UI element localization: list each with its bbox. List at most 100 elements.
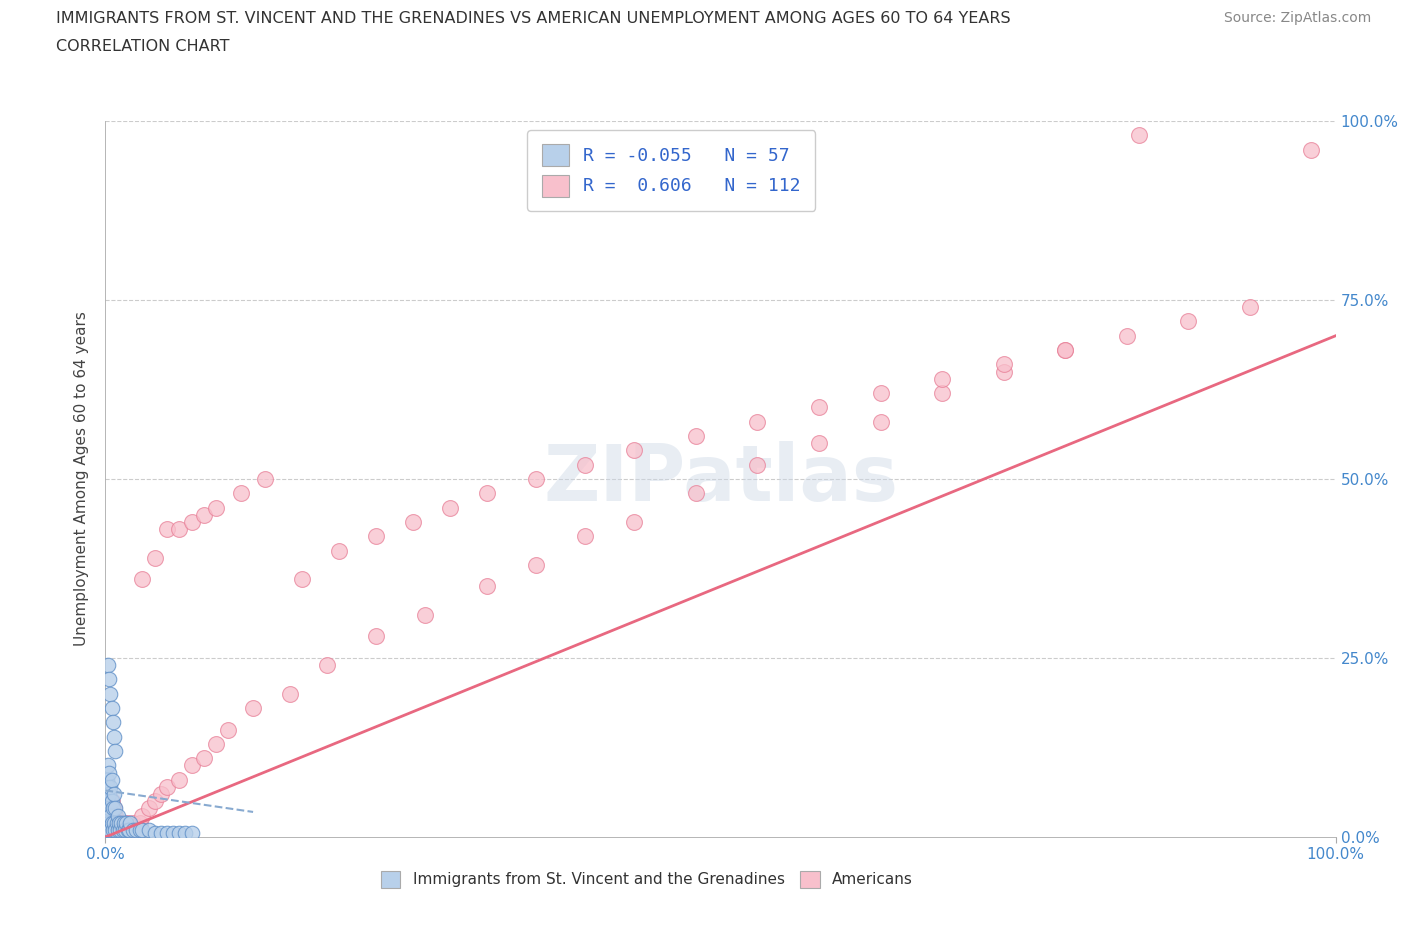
Point (96, 808, 118, 823)
Point (101, 801, 124, 816)
Point (1239, 299, 1261, 314)
Point (107, 808, 129, 823)
Point (97, 758, 120, 773)
Point (107, 822, 129, 837)
Point (103, 801, 125, 816)
Point (114, 822, 136, 837)
Point (229, 485, 252, 500)
Point (439, 500, 461, 515)
Point (101, 715, 124, 730)
Text: Source: ZipAtlas.com: Source: ZipAtlas.com (1223, 11, 1371, 25)
Point (114, 822, 136, 837)
Point (931, 386, 953, 401)
Point (104, 808, 127, 823)
Point (97, 794, 120, 809)
Point (98, 816, 121, 830)
Point (107, 822, 129, 837)
Point (104, 744, 127, 759)
Point (107, 816, 129, 830)
Point (110, 822, 132, 837)
Point (96, 794, 118, 809)
Point (475, 578, 498, 594)
Point (193, 751, 215, 765)
Point (96, 787, 118, 802)
Point (623, 443, 645, 458)
Point (111, 822, 134, 837)
Point (100, 772, 122, 787)
Point (98, 816, 121, 830)
Point (149, 826, 172, 841)
Point (96, 822, 118, 837)
Point (97, 808, 120, 823)
Point (110, 816, 132, 830)
Point (101, 822, 124, 837)
Point (807, 435, 830, 450)
Point (254, 472, 277, 486)
Point (104, 822, 127, 837)
Point (118, 822, 141, 837)
Point (117, 816, 139, 830)
Point (180, 826, 202, 841)
Point (96, 801, 118, 816)
Y-axis label: Unemployment Among Ages 60 to 64 years: Unemployment Among Ages 60 to 64 years (75, 312, 90, 646)
Point (97, 808, 120, 823)
Point (156, 826, 179, 841)
Point (98, 822, 121, 837)
Point (103, 729, 125, 744)
Point (98, 822, 122, 837)
Point (415, 607, 437, 622)
Point (869, 414, 891, 429)
Point (100, 808, 122, 823)
Point (131, 572, 153, 587)
Point (169, 826, 191, 841)
Point (993, 364, 1015, 379)
Point (328, 543, 350, 558)
Point (117, 822, 139, 837)
Point (110, 822, 132, 837)
Point (869, 386, 891, 401)
Point (97, 779, 120, 794)
Point (100, 822, 122, 837)
Point (807, 400, 830, 415)
Point (98, 686, 122, 701)
Point (747, 458, 769, 472)
Point (96, 822, 118, 837)
Point (138, 822, 160, 837)
Point (100, 816, 122, 830)
Point (143, 826, 166, 841)
Point (402, 514, 425, 529)
Point (103, 787, 125, 802)
Point (97, 822, 120, 837)
Point (98, 816, 121, 830)
Point (96, 816, 118, 830)
Point (180, 758, 202, 773)
Point (98, 808, 121, 823)
Point (97, 808, 120, 823)
Point (112, 816, 135, 830)
Point (205, 500, 228, 515)
Point (125, 822, 148, 837)
Point (96, 787, 118, 802)
Point (315, 658, 337, 672)
Point (96, 808, 118, 823)
Point (931, 371, 953, 386)
Point (112, 816, 135, 830)
Point (129, 822, 152, 837)
Point (1054, 342, 1077, 357)
Point (291, 572, 314, 587)
Point (103, 822, 125, 837)
Point (169, 772, 191, 787)
Point (1054, 342, 1077, 357)
Point (747, 414, 769, 429)
Point (97, 801, 120, 816)
Point (1301, 142, 1323, 157)
Point (623, 514, 645, 529)
Point (98, 794, 121, 809)
Point (100, 794, 122, 809)
Point (97, 816, 120, 830)
Point (97, 787, 120, 802)
Point (105, 816, 128, 830)
Point (193, 508, 215, 523)
Point (98, 765, 121, 780)
Point (98, 672, 121, 687)
